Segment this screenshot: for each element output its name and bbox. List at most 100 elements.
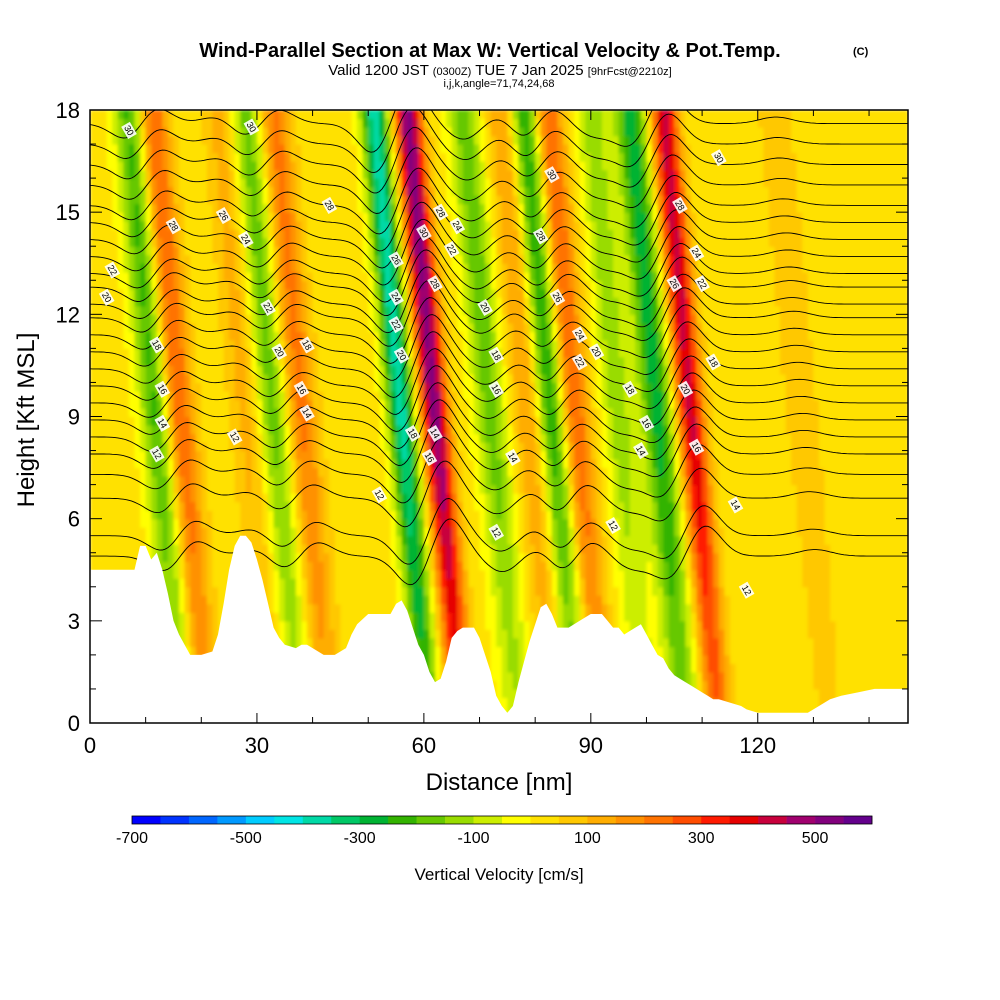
- velocity-cell: [117, 322, 124, 332]
- velocity-cell: [179, 569, 186, 579]
- velocity-cell: [362, 152, 369, 162]
- velocity-cell: [334, 339, 341, 349]
- velocity-cell: [401, 178, 408, 188]
- velocity-cell: [190, 561, 197, 571]
- velocity-cell: [245, 339, 252, 349]
- velocity-cell: [179, 339, 186, 349]
- velocity-cell: [234, 476, 241, 486]
- velocity-cell: [307, 288, 314, 298]
- velocity-cell: [384, 467, 392, 477]
- velocity-cell: [145, 535, 152, 545]
- velocity-cell: [295, 305, 303, 315]
- velocity-cell: [90, 467, 97, 477]
- velocity-cell: [457, 578, 464, 588]
- velocity-cell: [323, 373, 330, 384]
- velocity-cell: [357, 518, 364, 528]
- velocity-cell: [351, 399, 358, 409]
- velocity-cell: [279, 297, 286, 307]
- velocity-cell: [295, 459, 303, 469]
- velocity-cell: [101, 246, 108, 256]
- velocity-cell: [106, 356, 113, 367]
- velocity-cell: [279, 390, 286, 401]
- velocity-cell: [167, 339, 175, 349]
- velocity-cell: [284, 416, 291, 426]
- velocity-cell: [229, 467, 236, 477]
- velocity-cell: [240, 203, 247, 213]
- velocity-cell: [345, 629, 353, 639]
- velocity-cell: [206, 637, 214, 647]
- velocity-cell: [90, 535, 97, 545]
- velocity-cell: [407, 552, 414, 562]
- velocity-cell: [446, 280, 453, 290]
- velocity-cell: [401, 425, 408, 435]
- velocity-cell: [251, 203, 258, 213]
- velocity-cell: [140, 110, 147, 120]
- velocity-cell: [457, 203, 464, 213]
- velocity-cell: [262, 476, 269, 486]
- velocity-cell: [340, 535, 347, 545]
- velocity-cell: [290, 433, 297, 443]
- velocity-cell: [156, 399, 163, 409]
- velocity-cell: [379, 382, 386, 392]
- velocity-cell: [162, 322, 169, 332]
- velocity-cell: [106, 510, 113, 520]
- velocity-cell: [429, 603, 436, 613]
- velocity-cell: [184, 186, 191, 196]
- velocity-cell: [212, 433, 219, 443]
- velocity-cell: [128, 442, 136, 452]
- velocity-cell: [329, 612, 336, 622]
- velocity-cell: [95, 212, 102, 222]
- velocity-cell: [262, 586, 269, 596]
- velocity-cell: [212, 305, 219, 315]
- velocity-cell: [262, 510, 269, 520]
- velocity-cell: [462, 110, 469, 120]
- velocity-cell: [156, 518, 163, 528]
- velocity-cell: [179, 305, 186, 315]
- velocity-cell: [273, 484, 280, 494]
- velocity-cell: [440, 144, 447, 154]
- velocity-cell: [195, 280, 202, 290]
- velocity-cell: [451, 254, 458, 264]
- velocity-cell: [440, 425, 447, 435]
- velocity-cell: [329, 501, 336, 511]
- velocity-cell: [396, 110, 403, 120]
- velocity-cell: [128, 527, 136, 537]
- velocity-cell: [468, 382, 475, 392]
- velocity-cell: [179, 433, 186, 443]
- velocity-cell: [251, 527, 258, 537]
- velocity-cell: [351, 476, 358, 486]
- velocity-cell: [101, 493, 108, 503]
- velocity-cell: [173, 365, 180, 375]
- velocity-cell: [101, 467, 108, 477]
- velocity-cell: [201, 586, 208, 596]
- velocity-cell: [173, 510, 180, 520]
- velocity-cell: [156, 442, 163, 452]
- velocity-cell: [123, 561, 130, 571]
- velocity-cell: [167, 578, 175, 588]
- velocity-cell: [329, 637, 336, 647]
- velocity-cell: [145, 127, 152, 137]
- velocity-cell: [435, 110, 442, 120]
- velocity-cell: [195, 212, 202, 222]
- velocity-cell: [284, 578, 291, 588]
- velocity-cell: [379, 569, 386, 579]
- velocity-cell: [251, 382, 258, 392]
- velocity-cell: [345, 152, 353, 162]
- velocity-cell: [195, 178, 202, 188]
- velocity-cell: [440, 348, 447, 358]
- velocity-cell: [145, 203, 152, 213]
- velocity-cell: [340, 416, 347, 426]
- velocity-cell: [262, 569, 269, 579]
- velocity-cell: [351, 518, 358, 528]
- velocity-cell: [329, 271, 336, 281]
- velocity-cell: [407, 535, 414, 545]
- velocity-cell: [457, 195, 464, 205]
- velocity-cell: [312, 612, 319, 622]
- velocity-cell: [301, 161, 308, 171]
- velocity-cell: [329, 603, 336, 613]
- velocity-cell: [407, 161, 414, 171]
- velocity-cell: [295, 425, 303, 435]
- velocity-cell: [462, 127, 469, 137]
- velocity-cell: [279, 586, 286, 596]
- velocity-cell: [179, 620, 186, 630]
